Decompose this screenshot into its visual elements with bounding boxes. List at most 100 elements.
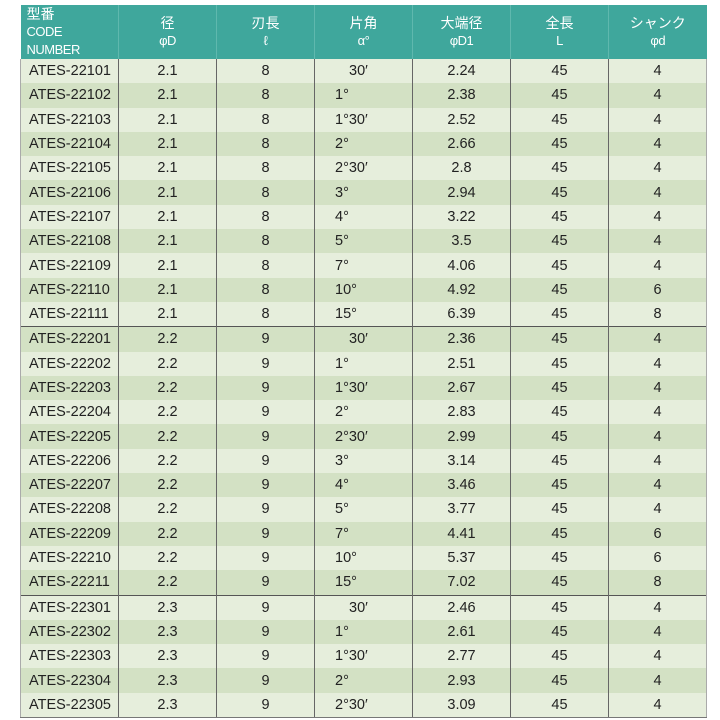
cell-angle: 2°30′ xyxy=(314,424,413,449)
cell-shank-diameter: 4 xyxy=(608,497,707,522)
cell-angle: 1° xyxy=(314,619,413,645)
cell-diameter: 2.2 xyxy=(118,497,217,522)
table-row: ATES-22210 2.2 9 10° 5.37 45 6 xyxy=(20,545,707,571)
cell-diameter: 2.3 xyxy=(118,644,217,669)
cell-shank-diameter: 4 xyxy=(608,619,707,645)
cell-code-number: ATES-22301 xyxy=(20,594,119,620)
cell-diameter: 2.2 xyxy=(118,570,217,596)
cell-shank-diameter: 4 xyxy=(608,692,707,719)
cell-overall-length: 45 xyxy=(510,204,609,230)
cell-shank-diameter: 4 xyxy=(608,107,707,132)
cell-diameter: 2.2 xyxy=(118,375,217,401)
table-row: ATES-22203 2.2 9 1°30′ 2.67 45 4 xyxy=(20,375,707,401)
header-jp: 大端径 xyxy=(440,15,483,31)
header-jp: 全長 xyxy=(545,15,574,31)
cell-flute-length: 8 xyxy=(216,180,315,205)
cell-diameter: 2.1 xyxy=(118,131,217,157)
cell-large-end-diameter: 2.83 xyxy=(412,400,511,425)
cell-flute-length: 9 xyxy=(216,375,315,401)
cell-shank-diameter: 8 xyxy=(608,570,707,596)
cell-angle: 7° xyxy=(314,521,413,546)
cell-flute-length: 8 xyxy=(216,253,315,278)
cell-angle: 30′ xyxy=(314,594,413,620)
table-row: ATES-22106 2.1 8 3° 2.94 45 4 xyxy=(20,180,707,205)
cell-angle: 1°30′ xyxy=(314,644,413,669)
cell-diameter: 2.1 xyxy=(118,229,217,254)
cell-large-end-diameter: 2.66 xyxy=(412,131,511,157)
cell-flute-length: 8 xyxy=(216,107,315,132)
cell-large-end-diameter: 4.92 xyxy=(412,277,511,302)
header-shank-diameter: シャンク φd xyxy=(608,5,707,59)
cell-code-number: ATES-22304 xyxy=(20,668,119,693)
cell-code-number: ATES-22106 xyxy=(20,180,119,205)
cell-flute-length: 9 xyxy=(216,326,315,352)
header-symbol: φD1 xyxy=(449,33,474,48)
cell-angle: 2°30′ xyxy=(314,156,413,181)
cell-large-end-diameter: 2.24 xyxy=(412,59,511,84)
cell-diameter: 2.1 xyxy=(118,277,217,302)
cell-code-number: ATES-22201 xyxy=(20,326,119,352)
cell-flute-length: 9 xyxy=(216,497,315,522)
table-row: ATES-22202 2.2 9 1° 2.51 45 4 xyxy=(20,351,707,376)
cell-overall-length: 45 xyxy=(510,545,609,571)
header-large-end-diameter: 大端径 φD1 xyxy=(412,5,511,59)
cell-code-number: ATES-22101 xyxy=(20,59,119,84)
table-row: ATES-22108 2.1 8 5° 3.5 45 4 xyxy=(20,229,707,254)
cell-overall-length: 45 xyxy=(510,424,609,449)
table-row: ATES-22305 2.3 9 2°30′ 3.09 45 4 xyxy=(20,692,707,719)
cell-flute-length: 9 xyxy=(216,448,315,474)
cell-flute-length: 9 xyxy=(216,521,315,546)
table-row: ATES-22102 2.1 8 1° 2.38 45 4 xyxy=(20,83,707,108)
cell-large-end-diameter: 7.02 xyxy=(412,570,511,596)
header-jp: 型番 xyxy=(26,6,55,22)
cell-code-number: ATES-22305 xyxy=(20,692,119,719)
cell-flute-length: 9 xyxy=(216,594,315,620)
cell-diameter: 2.1 xyxy=(118,156,217,181)
table-row: ATES-22107 2.1 8 4° 3.22 45 4 xyxy=(20,204,707,230)
cell-overall-length: 45 xyxy=(510,619,609,645)
cell-shank-diameter: 4 xyxy=(608,594,707,620)
cell-shank-diameter: 4 xyxy=(608,83,707,108)
cell-overall-length: 45 xyxy=(510,644,609,669)
cell-shank-diameter: 4 xyxy=(608,400,707,425)
cell-diameter: 2.1 xyxy=(118,180,217,205)
cell-flute-length: 8 xyxy=(216,277,315,302)
cell-overall-length: 45 xyxy=(510,277,609,302)
cell-angle: 4° xyxy=(314,204,413,230)
cell-flute-length: 9 xyxy=(216,619,315,645)
table-body: ATES-22101 2.1 8 30′ 2.24 45 4 ATES-22102 2.1 8 1°… xyxy=(20,59,707,719)
cell-shank-diameter: 4 xyxy=(608,180,707,205)
cell-large-end-diameter: 2.38 xyxy=(412,83,511,108)
cell-code-number: ATES-22303 xyxy=(20,644,119,669)
cell-large-end-diameter: 5.37 xyxy=(412,545,511,571)
table-row: ATES-22204 2.2 9 2° 2.83 45 4 xyxy=(20,400,707,425)
cell-code-number: ATES-22102 xyxy=(20,83,119,108)
cell-large-end-diameter: 2.94 xyxy=(412,180,511,205)
table-row: ATES-22111 2.1 8 15° 6.39 45 8 xyxy=(20,301,707,327)
cell-code-number: ATES-22206 xyxy=(20,448,119,474)
cell-code-number: ATES-22209 xyxy=(20,521,119,546)
cell-shank-diameter: 4 xyxy=(608,473,707,498)
cell-angle: 10° xyxy=(314,277,413,302)
cell-code-number: ATES-22105 xyxy=(20,156,119,181)
cell-diameter: 2.1 xyxy=(118,59,217,84)
cell-code-number: ATES-22302 xyxy=(20,619,119,645)
cell-angle: 1°30′ xyxy=(314,375,413,401)
cell-angle: 30′ xyxy=(314,59,413,84)
cell-angle: 1°30′ xyxy=(314,107,413,132)
table-row: ATES-22201 2.2 9 30′ 2.36 45 4 xyxy=(20,326,707,352)
header-symbol: L xyxy=(556,33,563,48)
cell-overall-length: 45 xyxy=(510,497,609,522)
cell-overall-length: 45 xyxy=(510,692,609,719)
cell-diameter: 2.1 xyxy=(118,301,217,327)
cell-overall-length: 45 xyxy=(510,448,609,474)
cell-shank-diameter: 4 xyxy=(608,253,707,278)
cell-flute-length: 9 xyxy=(216,570,315,596)
cell-large-end-diameter: 2.93 xyxy=(412,668,511,693)
cell-angle: 1° xyxy=(314,83,413,108)
spec-table: 型番 CODE NUMBER 径 φD 刃長 ℓ 片角 α° 大端径 φD1 全長 L シャンク φd A… xyxy=(20,5,707,719)
cell-shank-diameter: 4 xyxy=(608,156,707,181)
cell-flute-length: 9 xyxy=(216,644,315,669)
cell-overall-length: 45 xyxy=(510,59,609,84)
cell-flute-length: 9 xyxy=(216,692,315,719)
